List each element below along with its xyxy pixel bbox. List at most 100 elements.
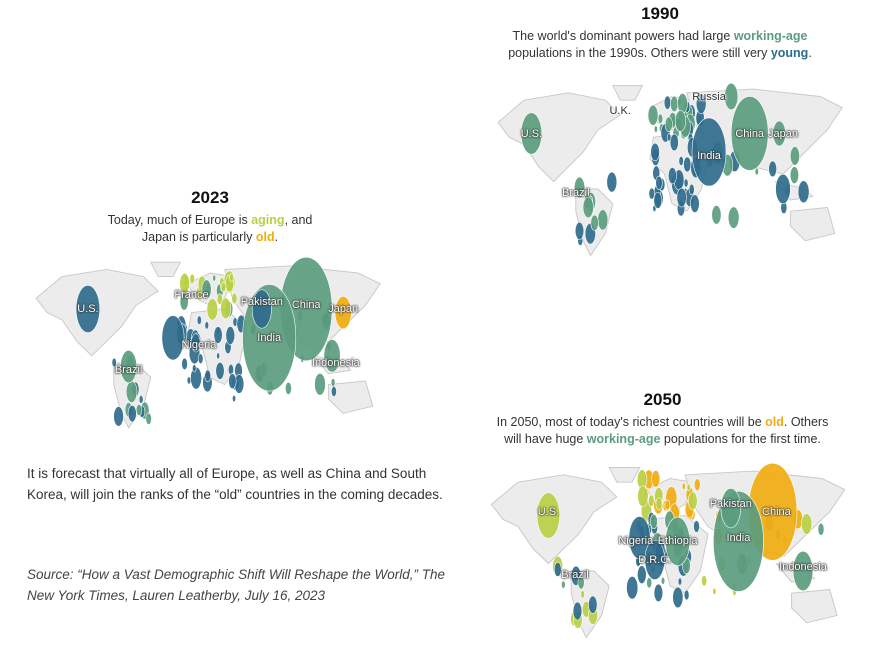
country-bubble: [650, 514, 658, 530]
country-bubble: [686, 483, 691, 492]
panel-1990: 1990 The world's dominant powers had lar…: [480, 4, 840, 62]
forecast-note: It is forecast that virtually all of Eur…: [27, 466, 443, 502]
country-bubble: [197, 353, 204, 364]
country-bubble: [653, 583, 664, 603]
country-bubble: [653, 125, 658, 133]
country-bubble: [651, 470, 661, 488]
landmass-shape: [612, 84, 644, 101]
country-label: Indonesia: [779, 561, 827, 574]
country-label: Brazil: [562, 186, 590, 199]
world-map-1990: Russia U.K. U.S. China Japan India Brazil: [487, 78, 857, 263]
subtitle-text: populations for the first time.: [660, 432, 821, 446]
country-bubble: [75, 285, 101, 333]
country-bubble: [582, 196, 594, 219]
landmass-shape: [327, 380, 374, 414]
country-label: China: [735, 127, 765, 140]
country-bubble: [228, 373, 237, 390]
country-bubble: [688, 491, 698, 511]
subtitle-text: . Others: [783, 415, 829, 429]
subtitle-text: will have huge: [504, 432, 587, 446]
panel-2023: 2023 Today, much of Europe is aging, and…: [40, 188, 380, 246]
country-bubble: [691, 117, 727, 187]
country-label: Brazil: [561, 568, 589, 581]
country-bubble: [161, 315, 185, 361]
country-bubble: [695, 93, 707, 114]
country-bubble: [730, 96, 769, 171]
country-label: China: [762, 505, 791, 518]
country-bubble: [670, 95, 679, 112]
subtitle-text: The world's dominant powers had large: [512, 29, 734, 43]
country-bubble: [606, 171, 618, 193]
country-bubble: [637, 485, 649, 508]
country-bubble: [797, 180, 810, 204]
country-bubble: [727, 206, 740, 229]
country-bubble: [648, 187, 655, 200]
source-citation: Source: “How a Vast Demographic Shift Wi…: [27, 567, 446, 603]
country-bubble: [577, 575, 585, 590]
country-bubble: [677, 93, 688, 114]
country-bubble: [678, 156, 684, 166]
country-bubble: [334, 296, 352, 330]
country-bubble: [314, 373, 326, 396]
world-map-2050: U.S. Pakistan China Nigeria Ethiopia D.R.C. In…: [480, 460, 860, 645]
landmass-shape: [497, 92, 621, 183]
country-bubble: [331, 385, 337, 397]
country-bubble: [711, 205, 722, 225]
country-bubble: [588, 595, 598, 614]
country-label: Nigeria: [618, 535, 654, 548]
subtitle-text: In 2050, most of today's richest countri…: [496, 415, 766, 429]
country-bubble: [330, 378, 336, 387]
country-label: U.S.: [537, 505, 560, 518]
country-bubble: [653, 191, 663, 209]
country-bubble: [647, 104, 659, 126]
country-bubble: [520, 112, 543, 155]
country-bubble: [590, 214, 599, 231]
country-bubble: [672, 586, 684, 609]
country-bubble: [669, 133, 679, 152]
country-bubble: [206, 298, 219, 321]
country-bubble: [688, 183, 695, 196]
country-bubble: [664, 116, 673, 132]
country-bubble: [676, 187, 687, 208]
landmass-shape: [150, 261, 182, 278]
country-bubble: [681, 482, 686, 491]
country-bubble: [127, 405, 137, 423]
country-bubble: [693, 478, 701, 492]
old-highlight: old: [765, 415, 784, 429]
panel-subtitle: The world's dominant powers had large wo…: [480, 28, 840, 62]
country-bubble: [644, 539, 665, 580]
country-bubble: [650, 142, 660, 162]
country-bubble: [720, 488, 741, 529]
country-bubble: [768, 160, 777, 178]
landmass-shape: [791, 589, 838, 624]
country-bubble: [553, 562, 562, 577]
country-bubble: [204, 321, 209, 330]
country-bubble: [772, 120, 786, 147]
country-label: D.R.C.: [638, 553, 672, 566]
country-bubble: [572, 601, 583, 621]
country-bubble: [231, 292, 238, 305]
country-bubble: [817, 522, 825, 536]
panel-title: 1990: [641, 4, 679, 23]
panel-subtitle: In 2050, most of today's richest countri…: [470, 414, 855, 448]
country-label: China: [291, 299, 321, 312]
country-label: India: [726, 531, 751, 544]
subtitle-text: populations in the 1990s. Others were st…: [508, 46, 771, 60]
country-bubble: [683, 589, 690, 601]
country-bubble: [111, 357, 117, 368]
country-bubble: [665, 516, 691, 566]
country-bubble: [220, 297, 232, 320]
country-label: France: [174, 288, 209, 301]
country-bubble: [229, 273, 234, 282]
country-bubble: [690, 194, 700, 213]
country-bubble: [225, 326, 236, 345]
country-bubble: [792, 550, 814, 592]
country-bubble: [145, 412, 152, 425]
landmass-shape: [608, 466, 641, 483]
country-bubble: [693, 520, 700, 533]
panel-title: 2050: [643, 390, 682, 409]
country-label: Ethiopia: [657, 535, 698, 548]
subtitle-text: Japan is particularly: [141, 230, 256, 244]
country-bubble: [637, 565, 647, 584]
country-bubble: [574, 221, 585, 240]
